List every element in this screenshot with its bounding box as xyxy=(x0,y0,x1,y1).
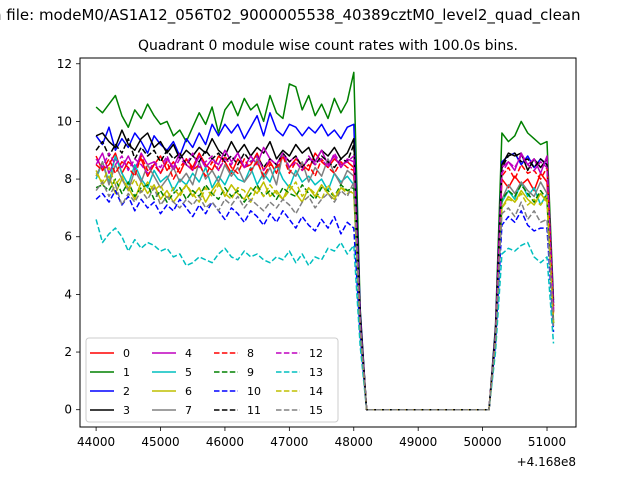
series-layer xyxy=(95,71,555,411)
legend-label-4: 4 xyxy=(185,347,192,360)
legend-label-1: 1 xyxy=(123,366,130,379)
y-tick-label: 8 xyxy=(64,172,72,186)
legend-label-6: 6 xyxy=(185,385,192,398)
x-tick-label: 44000 xyxy=(77,435,115,449)
legend-label-0: 0 xyxy=(123,347,130,360)
legend-label-10: 10 xyxy=(247,385,261,398)
series-line-12 xyxy=(95,152,555,411)
legend-label-7: 7 xyxy=(185,404,192,417)
series-line-8 xyxy=(95,155,555,411)
x-tick-label: 47000 xyxy=(270,435,308,449)
legend-label-11: 11 xyxy=(247,404,261,417)
y-tick-label: 6 xyxy=(64,230,72,244)
x-tick-label: 48000 xyxy=(335,435,373,449)
x-tick-label: 49000 xyxy=(399,435,437,449)
y-tick-label: 12 xyxy=(57,57,72,71)
x-tick-label: 51000 xyxy=(528,435,566,449)
legend-box xyxy=(85,337,339,423)
series-line-11 xyxy=(95,137,555,411)
y-tick-label: 10 xyxy=(57,114,72,128)
legend-label-12: 12 xyxy=(309,347,323,360)
chart-title: Quadrant 0 module wise count rates with … xyxy=(138,38,518,54)
legend-label-15: 15 xyxy=(309,404,323,417)
axes-frame xyxy=(79,57,577,428)
legend-label-14: 14 xyxy=(309,385,323,398)
y-tick-label: 0 xyxy=(64,403,72,417)
figure-suptitle: n file: modeM0/AS1A12_056T02_9000005538_… xyxy=(0,6,581,25)
legend-label-2: 2 xyxy=(123,385,130,398)
legend-label-5: 5 xyxy=(185,366,192,379)
legend-label-3: 3 xyxy=(123,404,130,417)
legend-label-13: 13 xyxy=(309,366,323,379)
legend-label-9: 9 xyxy=(247,366,254,379)
y-tick-label: 2 xyxy=(64,345,72,359)
y-axis: 0 2 4 6 8 10 12 xyxy=(57,57,80,417)
series-line-15 xyxy=(95,181,555,411)
x-offset-label: +4.168e8 xyxy=(517,455,576,469)
legend-label-8: 8 xyxy=(247,347,254,360)
y-tick-label: 4 xyxy=(64,287,72,301)
x-tick-label: 50000 xyxy=(464,435,502,449)
x-axis: 44000 45000 46000 47000 48000 49000 50000 51000 xyxy=(77,427,566,449)
x-tick-label: 46000 xyxy=(206,435,244,449)
plot-area xyxy=(79,57,577,428)
x-tick-label: 45000 xyxy=(141,435,179,449)
series-line-14 xyxy=(95,166,555,411)
